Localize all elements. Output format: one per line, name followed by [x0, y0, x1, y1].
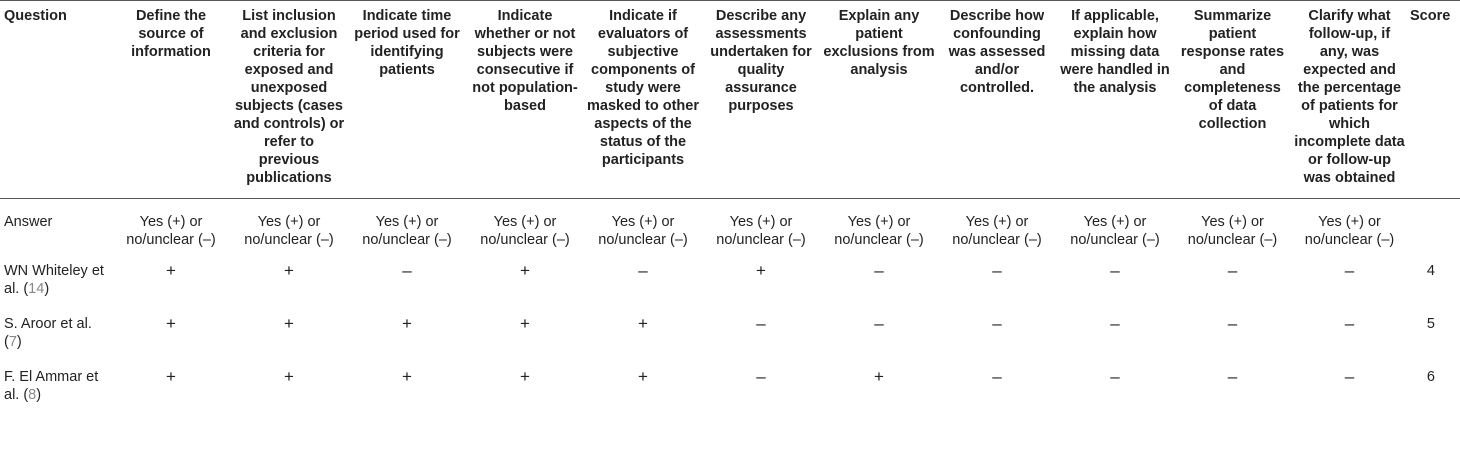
mark-cell: –: [638, 261, 648, 280]
mark-cell: +: [284, 367, 294, 386]
answer-cell: Yes (+) or no/unclear (–): [716, 214, 806, 248]
study-name-text: S. Aroor et al. (: [4, 316, 92, 350]
mark-cell: –: [1227, 367, 1238, 386]
mark-cell: +: [166, 261, 176, 280]
mark-cell: +: [284, 261, 294, 280]
mark-cell: +: [284, 314, 294, 333]
answer-cell: Yes (+) or no/unclear (–): [834, 214, 924, 248]
mark-cell: +: [638, 367, 648, 386]
mark-cell: –: [1227, 261, 1238, 280]
mark-cell: +: [638, 314, 648, 333]
mark-cell: +: [520, 261, 530, 280]
header-question: Question: [4, 8, 67, 24]
header-col-7: Explain any patient exclusions from anal…: [823, 8, 935, 78]
mark-cell: –: [1110, 367, 1120, 386]
header-score: Score: [1410, 8, 1451, 24]
mark-cell: +: [166, 314, 176, 333]
header-col-9: If applicable, explain how missing data …: [1060, 8, 1170, 96]
mark-cell: +: [166, 367, 176, 386]
header-col-10: Summarize patient response rates and com…: [1180, 8, 1285, 132]
header-col-3: Indicate time period used for identifyin…: [354, 8, 460, 78]
mark-cell: –: [1110, 261, 1120, 280]
answer-cell: Yes (+) or no/unclear (–): [1304, 214, 1395, 248]
mark-cell: –: [756, 367, 766, 386]
mark-cell: –: [874, 314, 884, 333]
header-col-5: Indicate if evaluators of subjective com…: [587, 8, 699, 168]
answer-score-cell: [1408, 199, 1460, 260]
table-row: F. El Ammar et al. (8) + + + + + – + – –…: [0, 365, 1460, 418]
study-name-suffix: ): [36, 387, 42, 403]
study-name: WN Whiteley et al. (14): [0, 259, 112, 312]
answer-cell: Yes (+) or no/unclear (–): [1187, 214, 1278, 248]
score-cell: 4: [1426, 263, 1435, 279]
mark-cell: –: [1110, 314, 1120, 333]
mark-cell: –: [1344, 261, 1355, 280]
study-name-text: F. El Ammar et al. (: [4, 369, 99, 403]
mark-cell: –: [1227, 314, 1238, 333]
mark-cell: –: [874, 261, 884, 280]
mark-cell: +: [402, 367, 412, 386]
mark-cell: –: [992, 314, 1002, 333]
answer-row: Answer Yes (+) or no/unclear (–) Yes (+)…: [0, 199, 1460, 260]
reference-link[interactable]: 8: [28, 387, 37, 403]
table-row: S. Aroor et al. (7) + + + + + – – – – – …: [0, 312, 1460, 365]
answer-label: Answer: [4, 214, 53, 230]
header-col-1: Define the source of information: [131, 8, 211, 60]
answer-cell: Yes (+) or no/unclear (–): [480, 214, 570, 248]
table-row: WN Whiteley et al. (14) + + – + – + – – …: [0, 259, 1460, 312]
mark-cell: +: [756, 261, 766, 280]
mark-cell: +: [874, 367, 884, 386]
study-name-text: WN Whiteley et al. (: [4, 263, 104, 297]
answer-cell: Yes (+) or no/unclear (–): [1070, 214, 1160, 248]
mark-cell: –: [992, 367, 1002, 386]
header-col-8: Describe how confounding was assessed an…: [948, 8, 1046, 96]
mark-cell: –: [1344, 314, 1355, 333]
answer-cell: Yes (+) or no/unclear (–): [244, 214, 334, 248]
mark-cell: –: [756, 314, 766, 333]
mark-cell: –: [1344, 367, 1355, 386]
answer-cell: Yes (+) or no/unclear (–): [598, 214, 688, 248]
mark-cell: +: [402, 314, 412, 333]
header-col-6: Describe any assessments undertaken for …: [710, 8, 812, 114]
answer-cell: Yes (+) or no/unclear (–): [126, 214, 216, 248]
study-name: F. El Ammar et al. (8): [0, 365, 112, 418]
reference-link[interactable]: 7: [8, 334, 17, 350]
score-cell: 6: [1426, 369, 1435, 385]
study-name-suffix: ): [16, 334, 22, 350]
header-row: Question Define the source of informatio…: [0, 0, 1460, 199]
header-col-2: List inclusion and exclusion criteria fo…: [233, 8, 345, 186]
quality-assessment-table: Question Define the source of informatio…: [0, 0, 1460, 418]
mark-cell: –: [992, 261, 1002, 280]
answer-cell: Yes (+) or no/unclear (–): [362, 214, 452, 248]
header-col-4: Indicate whether or not subjects were co…: [472, 8, 578, 114]
answer-cell: Yes (+) or no/unclear (–): [952, 214, 1042, 248]
study-name: S. Aroor et al. (7): [0, 312, 112, 365]
header-col-11: Clarify what follow-up, if any, was expe…: [1294, 8, 1405, 186]
mark-cell: +: [520, 367, 530, 386]
study-name-suffix: ): [44, 281, 50, 297]
mark-cell: +: [520, 314, 530, 333]
reference-link[interactable]: 14: [28, 281, 45, 297]
mark-cell: –: [402, 261, 412, 280]
score-cell: 5: [1426, 316, 1435, 332]
